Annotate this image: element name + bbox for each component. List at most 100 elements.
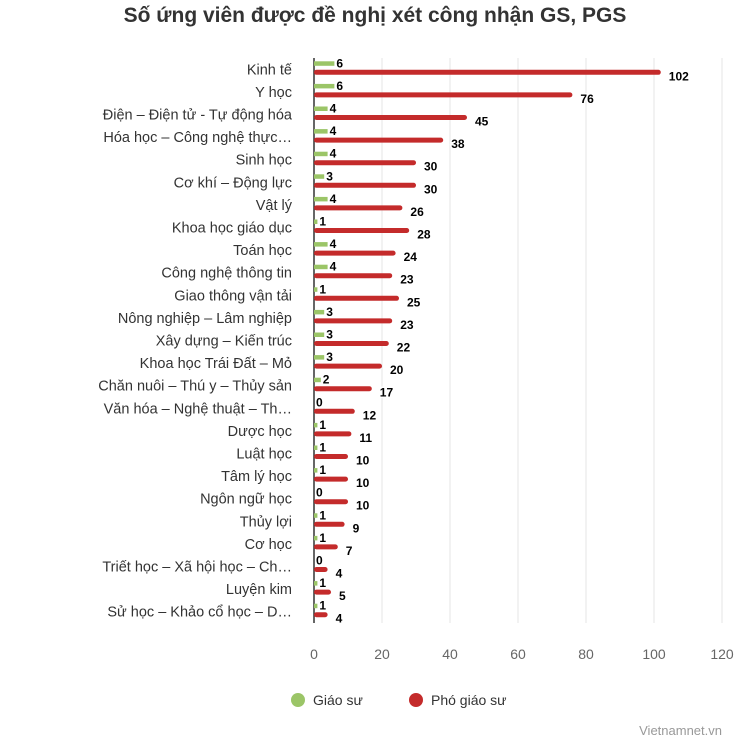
bar-pho-giao-su xyxy=(314,521,345,527)
data-label-pho-giao-su: 26 xyxy=(410,205,424,219)
legend-giao-su-marker xyxy=(291,693,305,707)
bar-pho-giao-su xyxy=(314,544,338,550)
category-label: Ngôn ngữ học xyxy=(200,492,292,508)
category-label: Vật lý xyxy=(256,198,293,214)
bar-pho-giao-su xyxy=(314,408,355,414)
category-label: Triết học – Xã hội học – Ch… xyxy=(102,560,292,576)
bar-pho-giao-su xyxy=(314,476,348,482)
x-tick-label: 100 xyxy=(642,646,666,662)
data-label-giao-su: 1 xyxy=(319,576,326,590)
data-label-pho-giao-su: 7 xyxy=(346,544,353,558)
x-tick-label: 120 xyxy=(710,646,734,662)
data-label-giao-su: 1 xyxy=(319,599,326,613)
bar-pho-giao-su xyxy=(314,205,403,211)
bar-giao-su xyxy=(314,264,328,270)
bar-giao-su xyxy=(314,219,318,224)
bar-pho-giao-su xyxy=(314,363,382,369)
chart-title: Số ứng viên được đề nghị xét công nhận G… xyxy=(123,4,627,27)
data-label-giao-su: 6 xyxy=(336,79,343,93)
data-label-giao-su: 1 xyxy=(319,508,326,522)
data-label-giao-su: 3 xyxy=(326,169,333,183)
data-label-giao-su: 1 xyxy=(319,441,326,455)
data-label-giao-su: 6 xyxy=(336,56,343,70)
bar-pho-giao-su xyxy=(314,454,348,459)
data-label-giao-su: 4 xyxy=(330,192,337,206)
data-label-pho-giao-su: 24 xyxy=(404,250,418,264)
bar-giao-su xyxy=(314,61,335,66)
data-label-giao-su: 3 xyxy=(326,328,333,342)
category-label: Công nghệ thông tin xyxy=(161,266,292,282)
category-label: Hóa học – Công nghệ thực… xyxy=(103,130,292,146)
bar-giao-su xyxy=(314,287,318,292)
legend-giao-su-label: Giáo sư xyxy=(313,692,363,708)
bar-giao-su xyxy=(314,106,328,111)
category-label: Cơ khí – Động lực xyxy=(174,175,292,191)
data-label-pho-giao-su: 12 xyxy=(363,408,377,422)
data-label-giao-su: 0 xyxy=(316,554,323,568)
category-label: Xây dựng – Kiến trúc xyxy=(156,334,292,350)
bar-giao-su xyxy=(314,242,328,247)
data-label-pho-giao-su: 30 xyxy=(424,160,438,174)
data-label-pho-giao-su: 45 xyxy=(475,115,489,129)
data-label-pho-giao-su: 4 xyxy=(336,612,343,626)
data-label-giao-su: 1 xyxy=(319,282,326,296)
bar-pho-giao-su xyxy=(314,567,328,572)
category-label: Sinh học xyxy=(236,153,292,169)
bar-pho-giao-su xyxy=(314,160,416,166)
data-label-pho-giao-su: 10 xyxy=(356,499,370,513)
category-label: Luyện kim xyxy=(226,582,292,598)
bar-pho-giao-su xyxy=(314,273,393,279)
data-label-pho-giao-su: 20 xyxy=(390,363,404,377)
bar-giao-su xyxy=(314,581,318,586)
bar-giao-su xyxy=(314,151,328,157)
data-label-pho-giao-su: 23 xyxy=(400,318,414,332)
data-label-pho-giao-su: 4 xyxy=(336,567,343,581)
data-label-giao-su: 4 xyxy=(330,102,337,116)
bar-giao-su xyxy=(314,468,318,473)
data-label-giao-su: 2 xyxy=(323,373,330,387)
category-label: Toán học xyxy=(233,243,292,259)
data-label-pho-giao-su: 10 xyxy=(356,476,370,490)
data-label-giao-su: 4 xyxy=(330,260,337,274)
data-label-giao-su: 4 xyxy=(330,124,337,138)
category-label: Tâm lý học xyxy=(221,469,292,485)
bar-giao-su xyxy=(314,129,328,134)
data-label-giao-su: 1 xyxy=(319,531,326,545)
bar-pho-giao-su xyxy=(314,115,467,120)
data-label-giao-su: 3 xyxy=(326,350,333,364)
category-label: Kinh tế xyxy=(247,62,292,78)
bar-giao-su xyxy=(314,513,318,518)
data-label-giao-su: 4 xyxy=(330,237,337,251)
data-label-pho-giao-su: 22 xyxy=(397,341,411,355)
bar-pho-giao-su xyxy=(314,137,444,143)
bar-pho-giao-su xyxy=(314,295,399,301)
data-label-pho-giao-su: 102 xyxy=(669,69,689,83)
bar-pho-giao-su xyxy=(314,69,661,75)
x-tick-label: 80 xyxy=(578,646,594,662)
data-label-giao-su: 3 xyxy=(326,305,333,319)
legend-pho-giao-su-marker xyxy=(409,693,423,707)
bar-giao-su xyxy=(314,422,318,428)
category-label: Sử học – Khảo cổ học – D… xyxy=(107,605,292,621)
data-label-pho-giao-su: 5 xyxy=(339,589,346,603)
bar-pho-giao-su xyxy=(314,386,372,392)
data-label-giao-su: 4 xyxy=(330,147,337,161)
bar-pho-giao-su xyxy=(314,250,396,256)
category-label: Khoa học giáo dục xyxy=(172,221,292,237)
bar-pho-giao-su xyxy=(314,92,573,98)
bar-pho-giao-su xyxy=(314,341,389,346)
data-label-giao-su: 1 xyxy=(319,215,326,229)
bar-giao-su xyxy=(314,445,318,450)
bar-giao-su xyxy=(314,83,335,89)
data-label-giao-su: 0 xyxy=(316,486,323,500)
bar-pho-giao-su xyxy=(314,431,352,437)
data-label-pho-giao-su: 38 xyxy=(451,137,465,151)
bar-giao-su xyxy=(314,603,318,609)
category-label: Thủy lợi xyxy=(240,514,292,530)
data-label-pho-giao-su: 10 xyxy=(356,454,370,468)
category-label: Dược học xyxy=(228,424,292,440)
category-label: Cơ học xyxy=(245,537,292,553)
category-label: Y học xyxy=(255,85,292,101)
